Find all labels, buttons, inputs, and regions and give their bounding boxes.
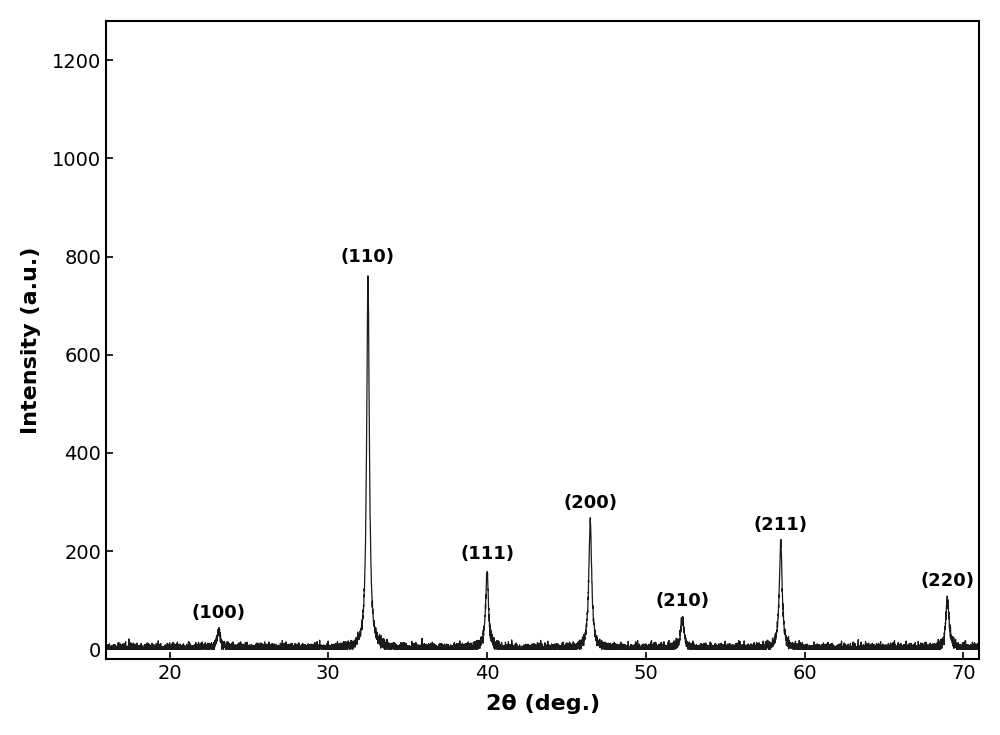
Text: (211): (211)	[754, 516, 808, 534]
Text: (111): (111)	[460, 545, 514, 564]
Y-axis label: Intensity (a.u.): Intensity (a.u.)	[21, 246, 41, 434]
Text: (200): (200)	[563, 494, 617, 512]
X-axis label: 2θ (deg.): 2θ (deg.)	[486, 694, 600, 714]
Text: (210): (210)	[655, 592, 709, 610]
Text: (220): (220)	[920, 573, 974, 590]
Text: (110): (110)	[341, 248, 395, 266]
Text: (100): (100)	[192, 604, 246, 623]
